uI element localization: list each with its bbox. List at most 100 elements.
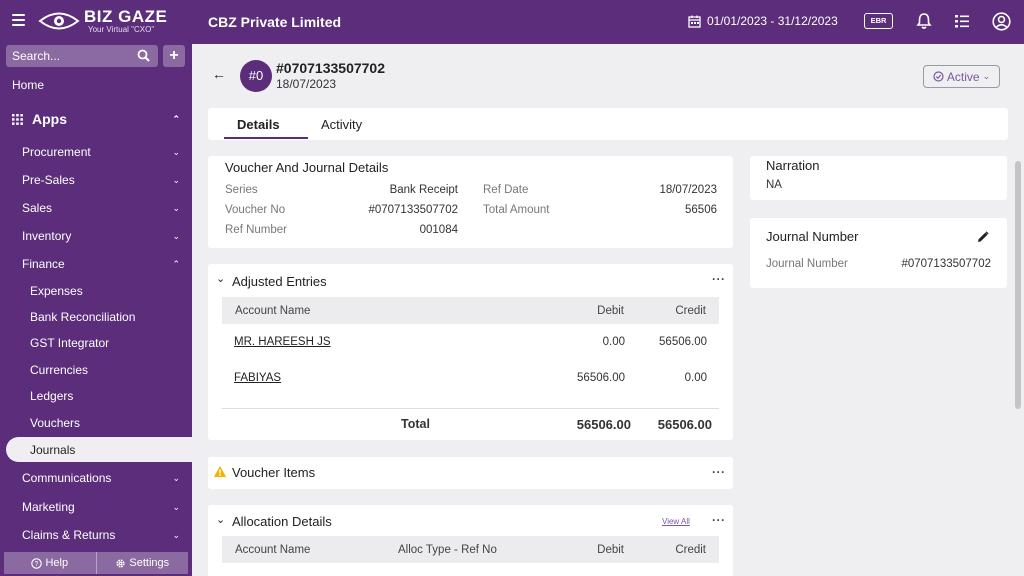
total-amount-value: 56506 <box>685 204 717 216</box>
sidebar-item-inventory[interactable]: Inventory ⌄ <box>0 229 192 243</box>
help-icon: ? <box>31 557 43 569</box>
sidebar-item-communications[interactable]: Communications ⌄ <box>0 471 192 485</box>
help-button[interactable]: ? Help <box>4 552 96 574</box>
list-icon[interactable] <box>954 12 970 30</box>
series-value: Bank Receipt <box>389 184 458 196</box>
calendar-icon <box>688 15 701 28</box>
bell-icon[interactable] <box>916 12 932 30</box>
sidebar-item-label: Finance <box>22 257 65 271</box>
sidebar-item-marketing[interactable]: Marketing ⌄ <box>0 500 192 514</box>
sidebar-item-pre-sales[interactable]: Pre-Sales ⌄ <box>0 173 192 187</box>
settings-label: Settings <box>129 557 170 569</box>
more-options-icon[interactable]: ··· <box>712 272 726 286</box>
allocation-details-card: ⌄ Allocation Details View All ··· Accoun… <box>208 505 733 576</box>
search-icon[interactable] <box>137 49 150 62</box>
row-debit: 56506.00 <box>577 372 625 384</box>
add-icon[interactable]: + <box>163 45 185 67</box>
total-label: Total <box>401 417 430 431</box>
series-label: Series <box>225 184 258 196</box>
apps-grid-icon <box>12 113 23 125</box>
financial-period[interactable]: 01/01/2023 - 31/12/2023 <box>688 14 838 28</box>
chevron-down-icon: ⌄ <box>982 71 991 81</box>
main-content: ← #0 #0707133507702 18/07/2023 Active ⌄ … <box>192 44 1024 576</box>
sidebar-search <box>6 45 158 67</box>
chevron-down-icon: ⌄ <box>172 501 180 512</box>
hamburger-icon[interactable] <box>12 14 25 26</box>
ref-number-value: 001084 <box>419 224 458 236</box>
journal-number-label: Journal Number <box>766 258 848 270</box>
back-arrow-icon[interactable]: ← <box>212 66 226 82</box>
narration-card: Narration NA <box>750 156 1007 200</box>
chevron-down-icon: ⌄ <box>172 202 180 213</box>
edit-pencil-icon[interactable] <box>977 231 989 243</box>
sidebar-item-home[interactable]: Home <box>12 78 45 92</box>
ebr-button[interactable]: EBR <box>864 13 893 29</box>
chevron-down-icon[interactable]: ⌄ <box>216 273 226 285</box>
sidebar-item-label: Pre-Sales <box>22 173 75 187</box>
table-header: Account Name Alloc Type - Ref No Debit C… <box>222 536 719 563</box>
svg-text:?: ? <box>35 561 39 568</box>
sidebar-item-expenses[interactable]: Expenses <box>30 284 83 298</box>
journal-number-title: Journal Number <box>766 229 859 244</box>
sidebar-item-label: Communications <box>22 471 112 485</box>
chevron-down-icon: ⌄ <box>172 529 180 540</box>
sidebar-item-claims-returns[interactable]: Claims & Returns ⌄ <box>0 528 192 542</box>
help-label: Help <box>45 557 69 569</box>
voucher-details-card: Voucher And Journal Details Series Bank … <box>208 156 733 248</box>
sidebar-item-finance[interactable]: Finance ⌃ <box>0 257 192 271</box>
sidebar-item-procurement[interactable]: Procurement ⌄ <box>0 145 192 159</box>
divider <box>222 408 719 409</box>
ref-date-value: 18/07/2023 <box>659 184 717 196</box>
sidebar-item-journals[interactable]: Journals <box>6 437 192 462</box>
narration-title: Narration <box>766 158 820 173</box>
sidebar-item-label: Claims & Returns <box>22 528 116 542</box>
sidebar-item-label: Marketing <box>22 500 75 514</box>
ref-date-label: Ref Date <box>483 184 529 196</box>
sidebar-item-currencies[interactable]: Currencies <box>30 363 89 377</box>
check-circle-icon <box>933 71 944 82</box>
sidebar-item-label: Inventory <box>22 229 72 243</box>
voucher-items-title: Voucher Items <box>232 465 316 480</box>
chevron-down-icon: ⌄ <box>172 146 180 157</box>
more-options-icon[interactable]: ··· <box>712 465 726 479</box>
tab-details[interactable]: Details <box>237 117 280 132</box>
settings-button[interactable]: Settings <box>95 552 189 574</box>
view-all-link[interactable]: View All <box>662 517 690 526</box>
row-credit: 56506.00 <box>659 336 707 348</box>
sidebar-item-gst-integrator[interactable]: GST Integrator <box>30 336 110 350</box>
logo-eye-icon <box>38 12 80 30</box>
account-link[interactable]: FABIYAS <box>234 372 282 384</box>
gear-icon <box>116 558 125 568</box>
sidebar-item-apps[interactable]: Apps ⌃ <box>0 111 192 127</box>
voucher-details-title: Voucher And Journal Details <box>225 160 389 175</box>
logo-title: BIZ GAZE <box>84 7 168 26</box>
col-debit: Debit <box>597 544 624 556</box>
account-link[interactable]: MR. HAREESH JS <box>234 336 331 348</box>
more-options-icon[interactable]: ··· <box>712 513 726 527</box>
journal-number-value: #0707133507702 <box>901 258 991 270</box>
search-input[interactable] <box>12 49 132 63</box>
logo[interactable]: BIZ GAZE Your Virtual "CXO" <box>38 8 167 34</box>
voucher-items-card: Voucher Items ··· <box>208 457 733 489</box>
logo-tagline: Your Virtual "CXO" <box>88 25 155 34</box>
row-debit: 0.00 <box>602 336 625 348</box>
company-name[interactable]: CBZ Private Limited <box>208 14 342 30</box>
narration-value: NA <box>766 179 782 191</box>
status-dropdown[interactable]: Active ⌄ <box>923 65 1000 88</box>
chevron-down-icon: ⌄ <box>172 230 180 241</box>
total-debit: 56506.00 <box>576 417 631 432</box>
table-header: Account Name Debit Credit <box>222 297 719 324</box>
adjusted-entries-card: ⌄ Adjusted Entries ··· Account Name Debi… <box>208 264 733 440</box>
chevron-down-icon[interactable]: ⌄ <box>216 514 226 526</box>
col-credit: Credit <box>675 305 706 317</box>
scrollbar[interactable] <box>1015 161 1021 409</box>
sidebar-item-ledgers[interactable]: Ledgers <box>30 389 74 403</box>
sidebar-item-vouchers[interactable]: Vouchers <box>30 416 81 430</box>
record-avatar: #0 <box>240 60 272 92</box>
col-account-name: Account Name <box>235 544 311 556</box>
user-icon[interactable] <box>992 12 1011 31</box>
tab-activity[interactable]: Activity <box>321 117 363 132</box>
sidebar-item-sales[interactable]: Sales ⌄ <box>0 201 192 215</box>
total-amount-label: Total Amount <box>483 204 550 216</box>
sidebar-item-bank-reconciliation[interactable]: Bank Reconciliation <box>30 310 136 324</box>
